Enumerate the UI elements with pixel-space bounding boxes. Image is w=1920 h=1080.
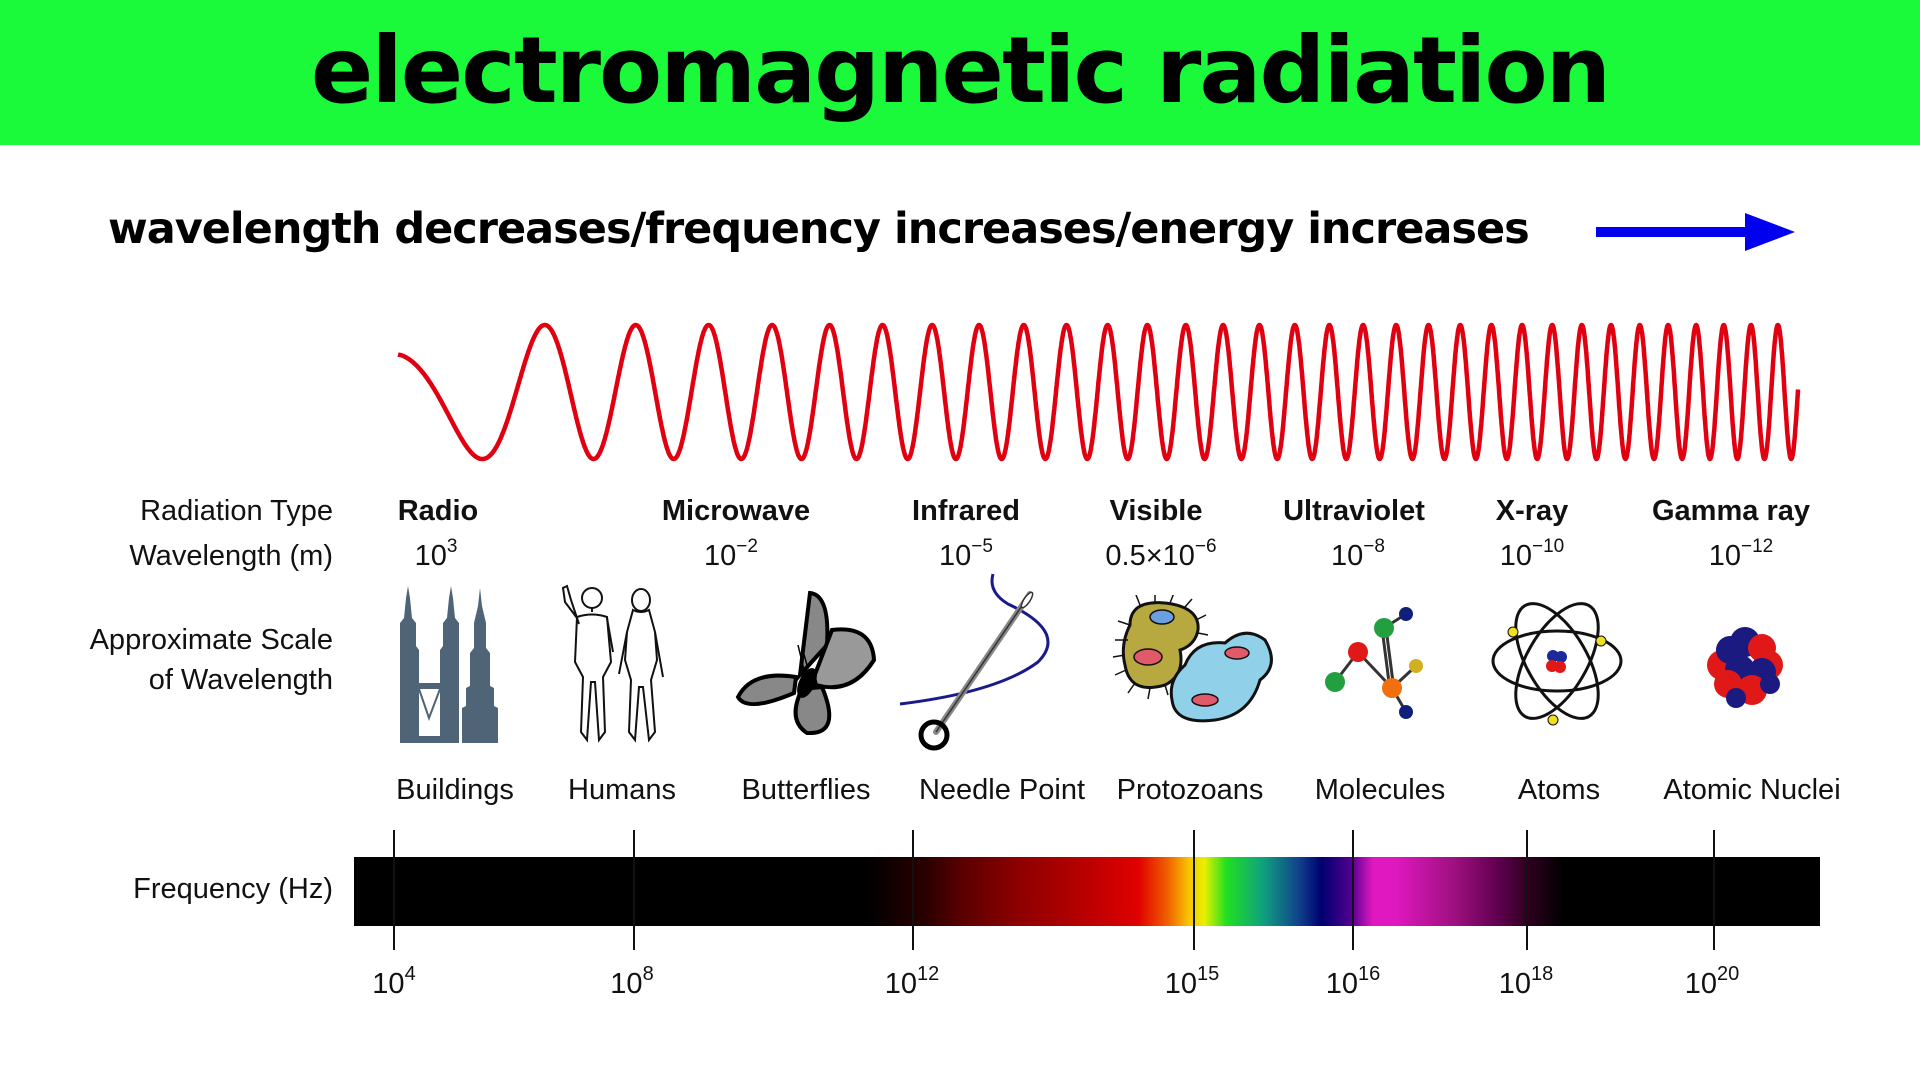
freq-label-1e4: 104 <box>372 963 416 1000</box>
frequency-spectrum-bar <box>354 857 1820 926</box>
freq-label-1e18: 1018 <box>1498 963 1554 1000</box>
scale-label-molecules: Molecules <box>1314 774 1446 806</box>
radiation-type-xray: X-ray <box>1495 495 1569 527</box>
wavelength-gamma: 10−12 <box>1708 536 1774 572</box>
humans-icon <box>561 584 664 743</box>
radiation-type-infrared: Infrared <box>912 495 1020 527</box>
molecule-icon <box>1325 607 1423 719</box>
tick-1e12 <box>912 830 914 950</box>
tick-1e4 <box>393 830 395 950</box>
freq-label-1e12: 1012 <box>884 963 940 1000</box>
wavelength-radio: 103 <box>414 536 458 572</box>
radiation-type-gamma: Gamma ray <box>1652 495 1810 527</box>
nucleus-icon <box>1707 627 1783 708</box>
wavelength-infrared: 10−5 <box>939 536 993 572</box>
direction-caption: wavelength decreases/frequency increases… <box>108 204 1530 254</box>
scale-label-nuclei: Atomic Nuclei <box>1663 774 1841 806</box>
freq-label-1e15: 1015 <box>1164 963 1220 1000</box>
radiation-type-microwave: Microwave <box>661 495 811 527</box>
tick-1e16 <box>1352 830 1354 950</box>
butterfly-icon <box>735 590 877 735</box>
tick-1e20 <box>1713 830 1715 950</box>
scale-label-line2: of Wavelength <box>148 664 333 696</box>
radiation-type-visible: Visible <box>1109 495 1203 527</box>
radiation-type-label: Radiation Type <box>140 495 333 527</box>
wavelength-visible: 0.5×10−6 <box>1105 536 1217 572</box>
wavelength-microwave: 10−2 <box>704 536 758 572</box>
page-title: electromagnetic radiation <box>310 17 1611 124</box>
freq-label-1e20: 1020 <box>1684 963 1740 1000</box>
scale-label-protozoans: Protozoans <box>1116 774 1264 806</box>
freq-label-1e8: 108 <box>610 963 654 1000</box>
radiation-type-ultraviolet: Ultraviolet <box>1283 495 1425 527</box>
freq-label-1e16: 1016 <box>1325 963 1381 1000</box>
wavelength-ultraviolet: 10−8 <box>1331 536 1385 572</box>
atom-icon <box>1491 602 1623 726</box>
scale-label-butterflies: Butterflies <box>741 774 871 806</box>
frequency-label: Frequency (Hz) <box>133 873 333 905</box>
scale-label-humans: Humans <box>568 774 676 806</box>
tick-1e18 <box>1526 830 1528 950</box>
wavelength-label: Wavelength (m) <box>129 540 333 572</box>
radiation-type-radio: Radio <box>397 495 479 527</box>
protozoa-icon <box>1112 595 1273 723</box>
buildings-icon <box>400 586 498 743</box>
title-banner: electromagnetic radiation <box>0 0 1920 145</box>
right-arrow-icon <box>1596 213 1795 251</box>
scale-label-atoms: Atoms <box>1517 774 1601 806</box>
scale-label-needle: Needle Point <box>918 774 1086 806</box>
tick-1e8 <box>633 830 635 950</box>
wavelength-xray: 10−10 <box>1499 536 1565 572</box>
needle-icon <box>899 573 1050 751</box>
scale-label-line1: Approximate Scale <box>89 624 333 656</box>
scale-label-buildings: Buildings <box>396 774 514 806</box>
tick-1e15 <box>1193 830 1195 950</box>
